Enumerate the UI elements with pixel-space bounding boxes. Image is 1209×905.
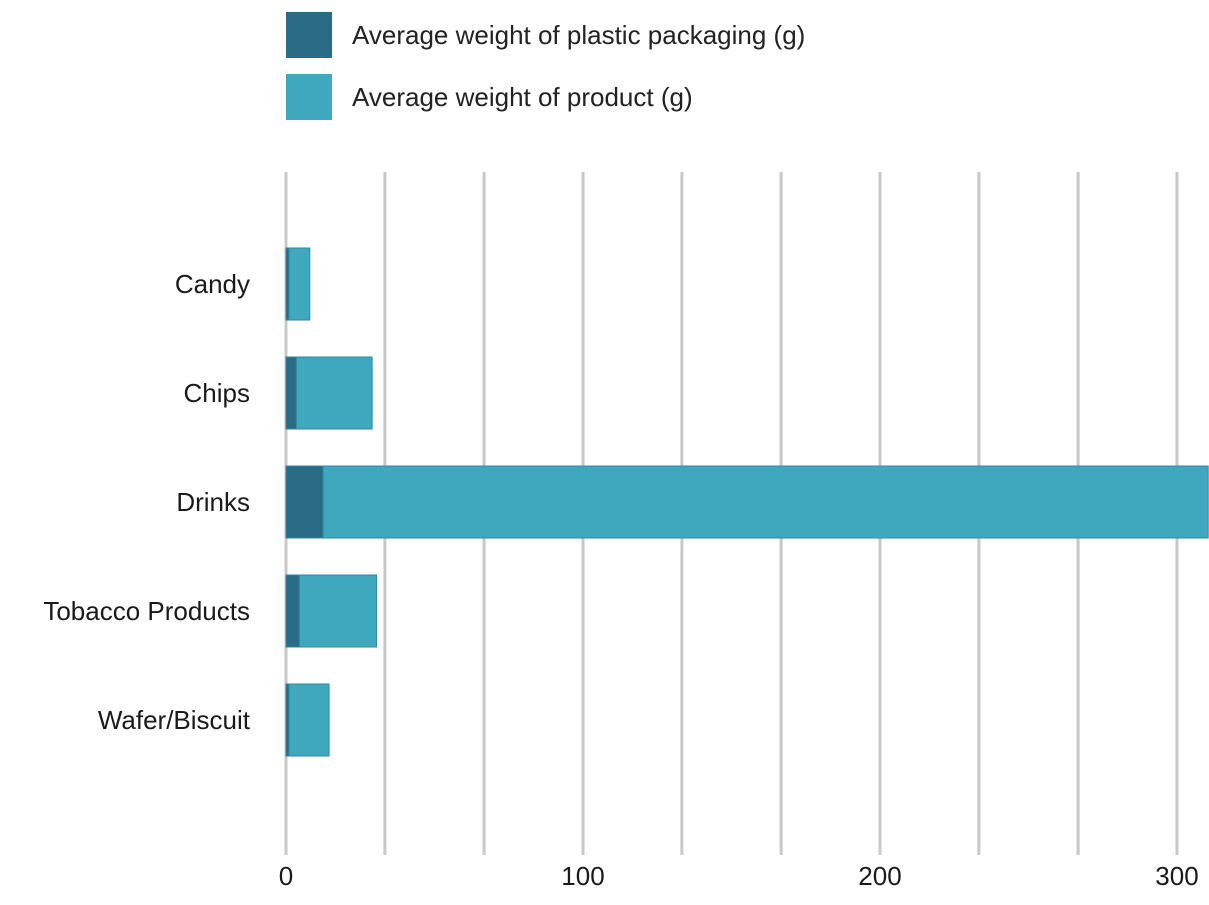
legend-label-packaging: Average weight of plastic packaging (g) — [352, 19, 806, 50]
bar-product-4 — [288, 683, 330, 757]
bar-packaging-1 — [285, 356, 297, 430]
category-labels: Candy Chips Drinks Tobacco Products Wafer/Bi… — [43, 269, 250, 735]
bar-packaging-2 — [285, 465, 324, 539]
bar-product-3 — [298, 574, 378, 648]
bar-product-1 — [295, 356, 373, 430]
legend: Average weight of plastic packaging (g) … — [286, 12, 805, 136]
bar-product-2 — [322, 465, 1209, 539]
x-tick-label-3: 300 — [1155, 861, 1198, 891]
category-label-3: Tobacco Products — [43, 596, 250, 626]
category-label-0: Candy — [175, 269, 250, 299]
bar-product-0 — [288, 247, 311, 321]
x-tick-label-0: 0 — [279, 861, 293, 891]
x-tick-label-1: 100 — [561, 861, 604, 891]
x-tick-label-2: 200 — [858, 861, 901, 891]
bar-packaging-3 — [285, 574, 300, 648]
category-label-2: Drinks — [176, 487, 250, 517]
category-label-1: Chips — [184, 378, 250, 408]
legend-swatch-product — [286, 74, 332, 120]
category-label-4: Wafer/Biscuit — [98, 705, 251, 735]
bars — [285, 247, 1209, 757]
legend-item-packaging: Average weight of plastic packaging (g) — [286, 12, 805, 58]
tick-labels: 0 100 200 300 — [279, 861, 1199, 891]
legend-swatch-packaging — [286, 12, 332, 58]
legend-label-product: Average weight of product (g) — [352, 81, 693, 112]
legend-item-product: Average weight of product (g) — [286, 74, 805, 120]
